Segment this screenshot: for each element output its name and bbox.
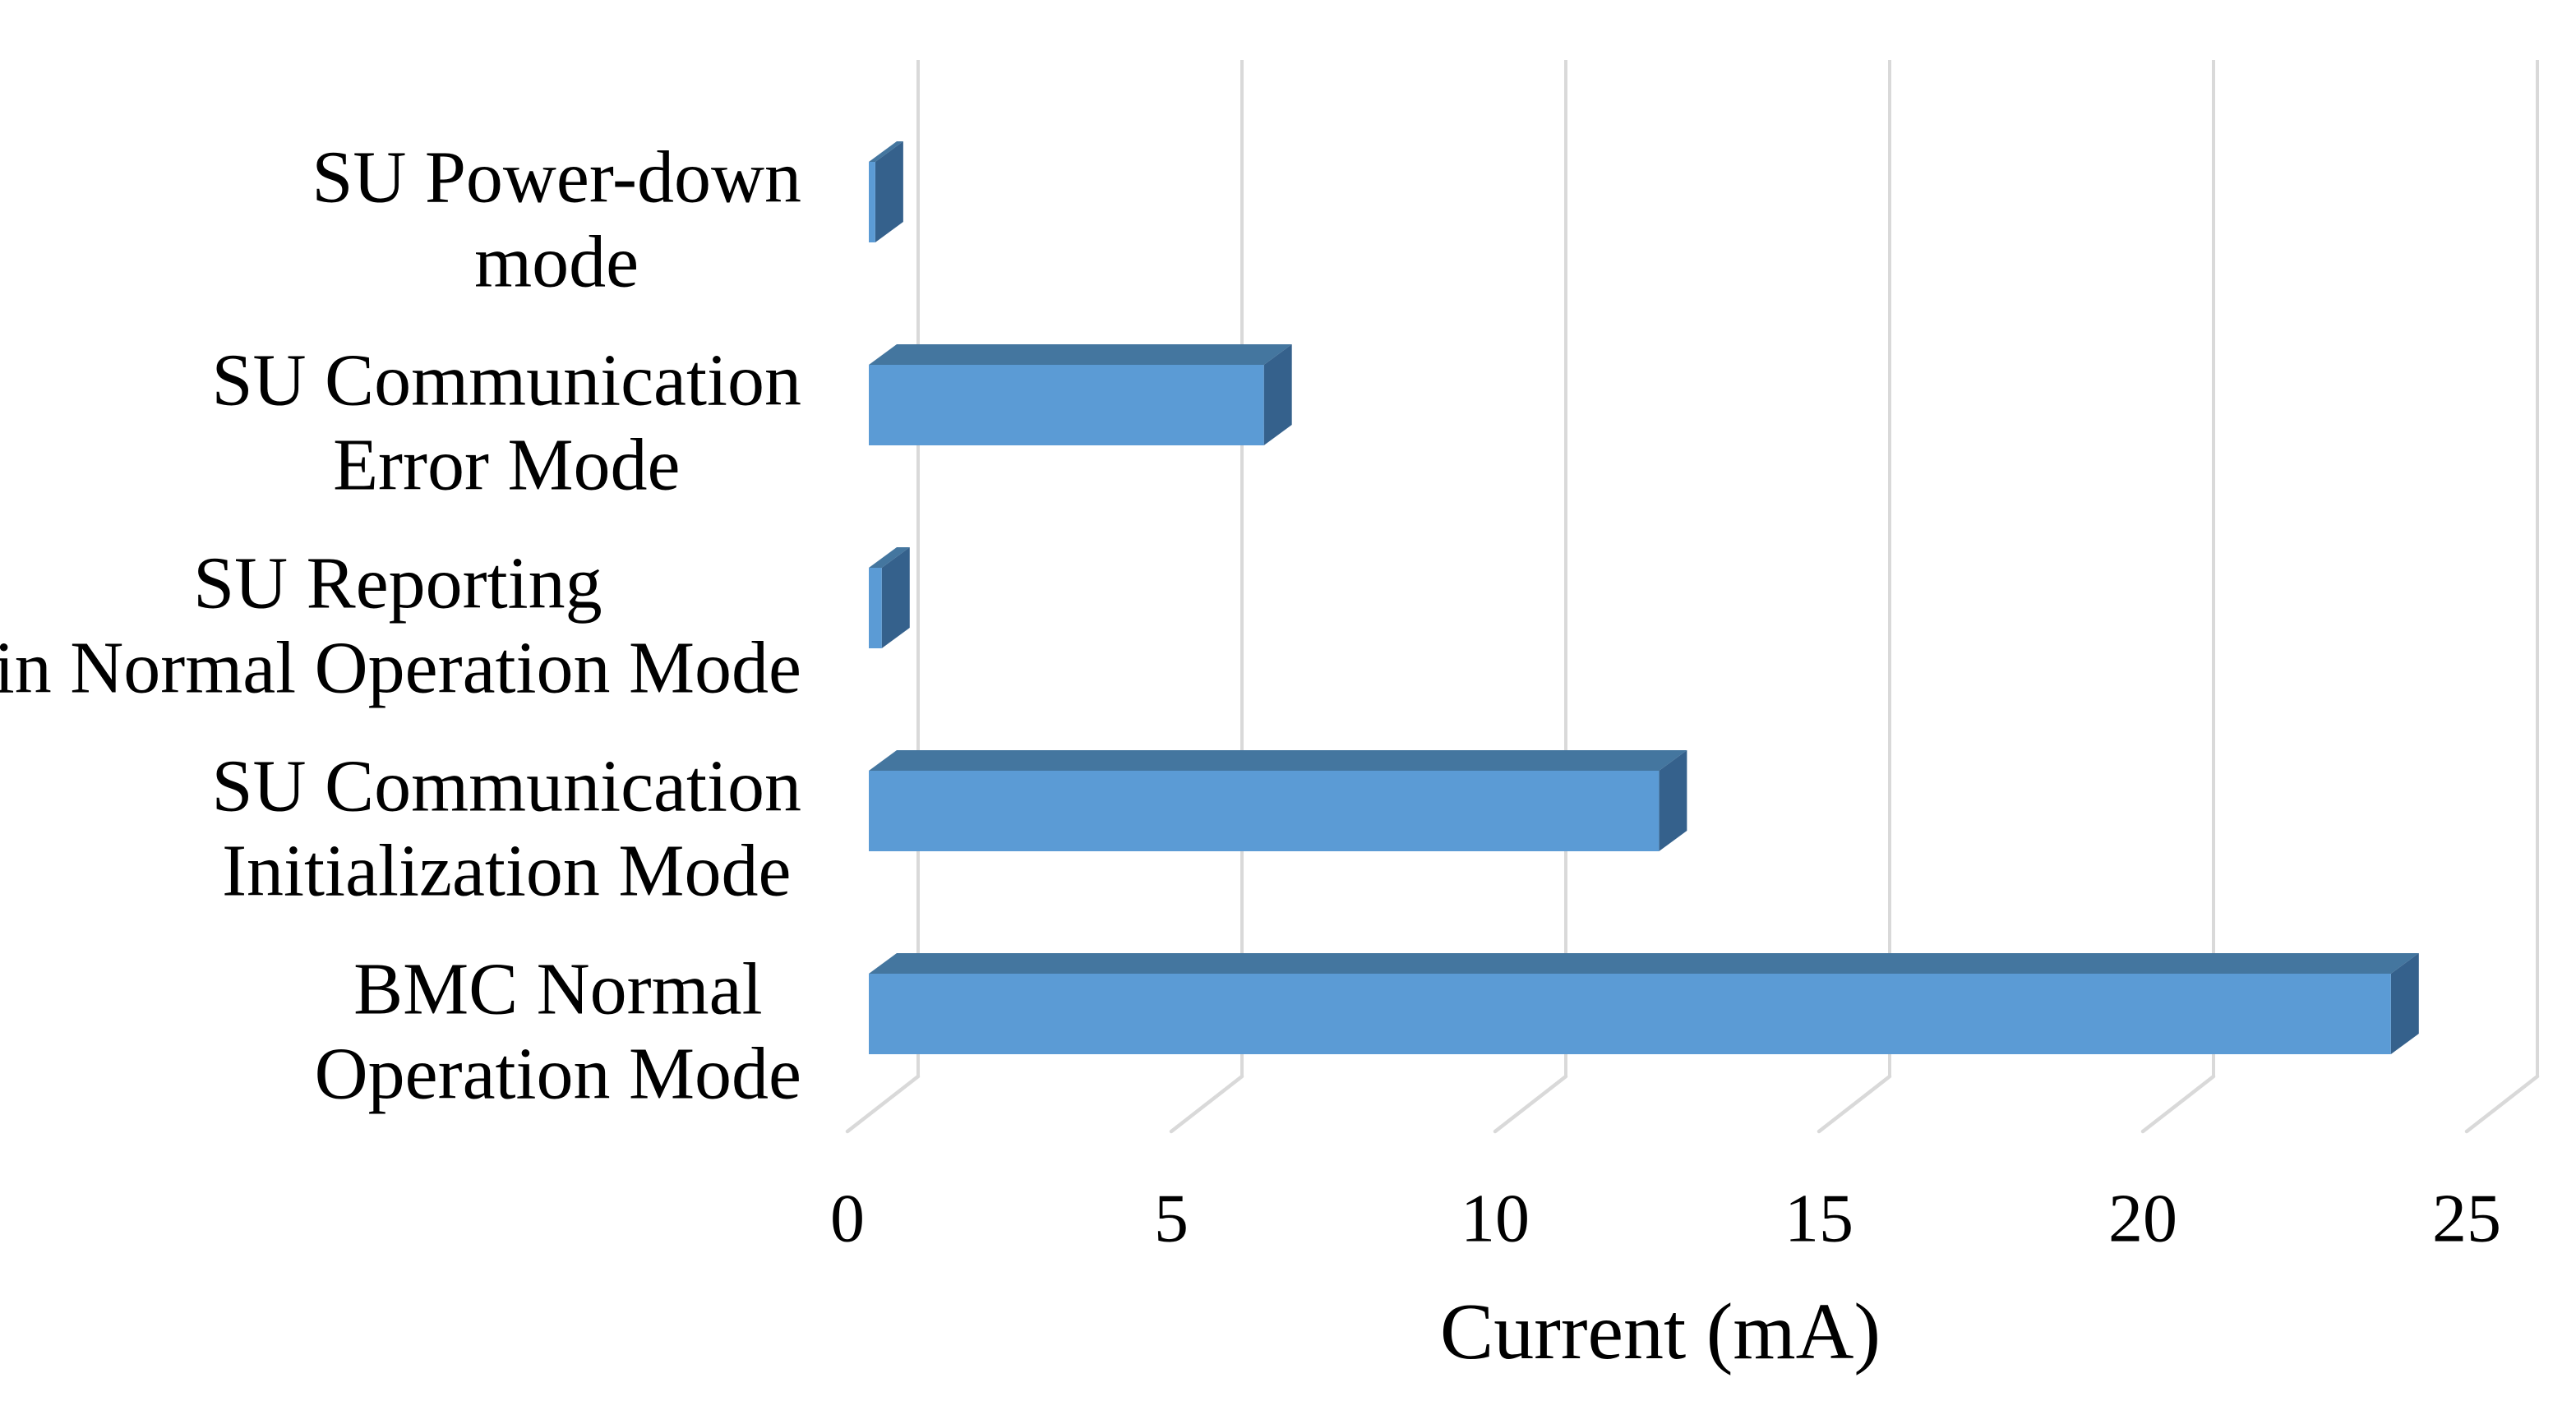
category-label: Error Mode [333, 425, 680, 506]
category-label: SU Communication [212, 746, 802, 827]
x-axis-title: Current (mA) [1440, 1288, 1881, 1376]
category-label: Operation Mode [315, 1034, 801, 1115]
gridline-floor-tail [1817, 1074, 1892, 1134]
bar [869, 365, 1264, 445]
bar-side-face [1263, 344, 1292, 445]
x-tick-label: 5 [1154, 1181, 1189, 1257]
category-label: SU Power-down [312, 137, 801, 219]
bar-side-face [875, 141, 903, 242]
bar [869, 771, 1660, 851]
bar [869, 162, 875, 242]
category-label: mode [474, 222, 639, 303]
category-label: SU Communication [212, 340, 802, 422]
gridline-floor-tail [1493, 1074, 1568, 1134]
bar [869, 974, 2391, 1054]
bar-top-face [869, 141, 903, 162]
bar-top-face [869, 953, 2419, 974]
x-tick-label: 25 [2432, 1181, 2501, 1257]
category-label: SU Reporting [193, 543, 602, 624]
gridline-floor-tail [2464, 1074, 2540, 1134]
gridline-floor-tail [845, 1074, 921, 1134]
x-tick-label: 0 [830, 1181, 865, 1257]
x-tick-label: 15 [1784, 1181, 1854, 1257]
bar-top-face [869, 547, 910, 568]
gridline-floor-tail [2140, 1074, 2216, 1134]
category-label: Initialization Mode [222, 831, 791, 912]
x-tick-label: 10 [1461, 1181, 1530, 1257]
gridline-floor-tail [1169, 1074, 1244, 1134]
bar-side-face [881, 547, 910, 648]
category-label: in Normal Operation Mode [0, 628, 801, 709]
bar-top-face [869, 344, 1292, 365]
x-tick-label: 20 [2108, 1181, 2177, 1257]
bar [869, 568, 882, 648]
bar-top-face [869, 750, 1687, 771]
category-label: BMC Normal [353, 949, 763, 1030]
bar-side-face [2390, 953, 2419, 1054]
bar-side-face [1659, 750, 1687, 851]
